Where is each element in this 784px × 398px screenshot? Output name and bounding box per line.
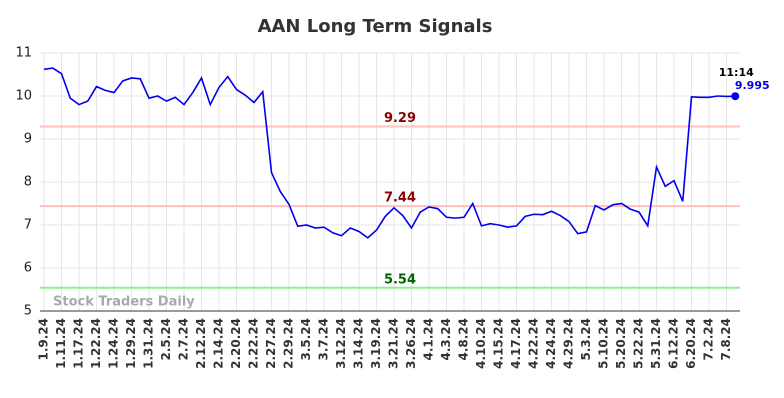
- x-tick-label: 3.7.24: [317, 318, 331, 361]
- last-time: 11:14: [719, 66, 754, 79]
- x-tick-label: 3.21.24: [387, 318, 401, 369]
- x-tick-label: 3.14.24: [352, 318, 366, 369]
- x-tick-label: 1.31.24: [142, 318, 156, 369]
- x-tick-label: 5.3.24: [579, 318, 593, 361]
- x-tick-label: 1.11.24: [54, 318, 68, 369]
- x-tick-label: 1.29.24: [124, 318, 138, 369]
- x-tick-label: 4.8.24: [457, 318, 471, 361]
- x-tick-label: 3.5.24: [299, 318, 313, 361]
- signal-label: 5.54: [384, 272, 416, 287]
- x-tick-label: 3.26.24: [404, 318, 418, 369]
- watermark: Stock Traders Daily: [53, 295, 195, 310]
- x-tick-label: 5.10.24: [597, 318, 611, 369]
- x-tick-label: 4.17.24: [509, 318, 523, 369]
- x-tick-label: 1.24.24: [107, 318, 121, 369]
- x-tick-label: 2.14.24: [212, 318, 226, 369]
- x-tick-label: 4.15.24: [492, 318, 506, 369]
- x-tick-label: 4.1.24: [422, 318, 436, 361]
- x-tick-label: 6.12.24: [667, 318, 681, 369]
- y-tick-label: 10: [15, 89, 32, 104]
- x-tick-label: 5.31.24: [649, 318, 663, 369]
- x-tick-label: 2.5.24: [159, 318, 173, 361]
- y-tick-label: 6: [24, 261, 32, 276]
- x-tick-label: 4.10.24: [474, 318, 488, 369]
- x-tick-label: 2.12.24: [194, 318, 208, 369]
- x-tick-label: 4.3.24: [439, 318, 453, 361]
- signal-label: 9.29: [384, 111, 416, 126]
- x-tick-label: 4.29.24: [562, 318, 576, 369]
- x-tick-label: 6.20.24: [684, 318, 698, 369]
- x-tick-label: 5.20.24: [614, 318, 628, 369]
- x-tick-label: 4.22.24: [527, 318, 541, 369]
- y-tick-label: 7: [24, 218, 32, 233]
- x-tick-label: 7.2.24: [702, 318, 716, 361]
- last-value: 9.995: [735, 79, 770, 92]
- x-tick-label: 1.9.24: [37, 318, 51, 361]
- y-tick-label: 8: [24, 175, 32, 190]
- y-tick-label: 11: [15, 46, 32, 61]
- price-line: [43, 67, 736, 239]
- x-tick-label: 1.22.24: [89, 318, 103, 369]
- x-tick-label: 4.24.24: [544, 318, 558, 369]
- x-tick-label: 2.22.24: [247, 318, 261, 369]
- x-tick-label: 1.17.24: [72, 318, 86, 369]
- x-tick-label: 7.8.24: [719, 318, 733, 361]
- last-point: [731, 92, 740, 101]
- y-tick-label: 9: [24, 132, 32, 147]
- signal-label: 7.44: [384, 191, 416, 206]
- x-tick-label: 3.12.24: [334, 318, 348, 369]
- x-tick-label: 2.27.24: [264, 318, 278, 369]
- x-tick-label: 2.20.24: [229, 318, 243, 369]
- x-tick-label: 3.19.24: [369, 318, 383, 369]
- y-tick-label: 5: [24, 304, 32, 319]
- chart-title: AAN Long Term Signals: [258, 16, 493, 37]
- x-tick-label: 5.22.24: [632, 318, 646, 369]
- x-tick-label: 2.29.24: [282, 318, 296, 369]
- x-tick-label: 2.7.24: [177, 318, 191, 361]
